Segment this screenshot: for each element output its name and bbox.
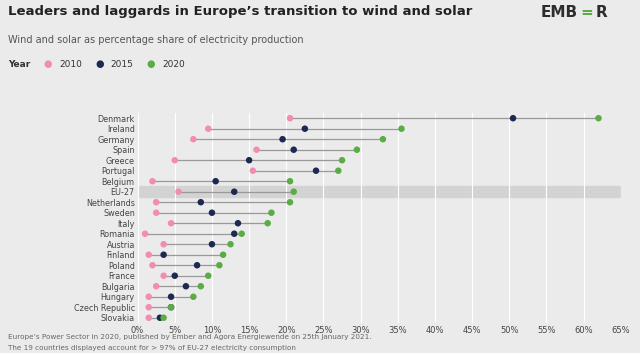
Point bbox=[147, 178, 157, 184]
Point bbox=[143, 315, 154, 321]
Point bbox=[333, 168, 344, 174]
Point bbox=[159, 252, 169, 258]
Text: 2010: 2010 bbox=[60, 60, 83, 69]
Point bbox=[159, 241, 169, 247]
Point bbox=[166, 220, 176, 226]
Point bbox=[278, 136, 288, 142]
Text: Europe’s Power Sector in 2020, published by Ember and Agora Energiewende on 25th: Europe’s Power Sector in 2020, published… bbox=[8, 334, 371, 340]
Text: The 19 countries displayed account for > 97% of EU-27 electricity consumption: The 19 countries displayed account for >… bbox=[8, 345, 296, 351]
Point bbox=[147, 262, 157, 268]
Text: EMB: EMB bbox=[541, 5, 578, 20]
Point bbox=[166, 304, 176, 310]
Point bbox=[143, 304, 154, 310]
Point bbox=[229, 189, 239, 195]
Point bbox=[159, 273, 169, 279]
Point bbox=[170, 157, 180, 163]
Point bbox=[300, 126, 310, 132]
Point bbox=[289, 147, 299, 152]
Text: Year: Year bbox=[8, 60, 30, 69]
Text: =: = bbox=[580, 5, 593, 20]
Bar bbox=[138, 186, 621, 197]
Point bbox=[159, 315, 169, 321]
Point bbox=[151, 283, 161, 289]
Point bbox=[396, 126, 406, 132]
Point bbox=[203, 273, 213, 279]
Point bbox=[140, 231, 150, 237]
Text: ●: ● bbox=[95, 59, 104, 69]
Point bbox=[188, 294, 198, 300]
Point bbox=[211, 178, 221, 184]
Point bbox=[155, 315, 165, 321]
Text: R: R bbox=[596, 5, 607, 20]
Point bbox=[207, 210, 217, 216]
Point bbox=[285, 178, 295, 184]
Text: Leaders and laggards in Europe’s transition to wind and solar: Leaders and laggards in Europe’s transit… bbox=[8, 5, 472, 18]
Point bbox=[244, 157, 254, 163]
Point bbox=[166, 304, 176, 310]
Point bbox=[508, 115, 518, 121]
Text: 2020: 2020 bbox=[162, 60, 185, 69]
Point bbox=[266, 210, 276, 216]
Text: 2015: 2015 bbox=[111, 60, 134, 69]
Point bbox=[311, 168, 321, 174]
Point bbox=[207, 241, 217, 247]
Point bbox=[192, 262, 202, 268]
Point bbox=[203, 126, 213, 132]
Point bbox=[166, 294, 176, 300]
Point bbox=[214, 262, 225, 268]
Point bbox=[196, 283, 206, 289]
Point bbox=[352, 147, 362, 152]
Point bbox=[248, 168, 258, 174]
Point bbox=[196, 199, 206, 205]
Point bbox=[170, 273, 180, 279]
Point bbox=[225, 241, 236, 247]
Point bbox=[143, 294, 154, 300]
Point bbox=[289, 189, 299, 195]
Text: Wind and solar as percentage share of electricity production: Wind and solar as percentage share of el… bbox=[8, 35, 303, 45]
Point bbox=[180, 283, 191, 289]
Text: ●: ● bbox=[44, 59, 52, 69]
Point bbox=[262, 220, 273, 226]
Point bbox=[143, 252, 154, 258]
Point bbox=[233, 220, 243, 226]
Point bbox=[378, 136, 388, 142]
Point bbox=[237, 231, 247, 237]
Point bbox=[218, 252, 228, 258]
Point bbox=[173, 189, 184, 195]
Text: ●: ● bbox=[146, 59, 155, 69]
Point bbox=[151, 199, 161, 205]
Point bbox=[593, 115, 604, 121]
Point bbox=[188, 136, 198, 142]
Point bbox=[285, 115, 295, 121]
Point bbox=[252, 147, 262, 152]
Point bbox=[229, 231, 239, 237]
Point bbox=[151, 210, 161, 216]
Point bbox=[285, 199, 295, 205]
Point bbox=[337, 157, 347, 163]
